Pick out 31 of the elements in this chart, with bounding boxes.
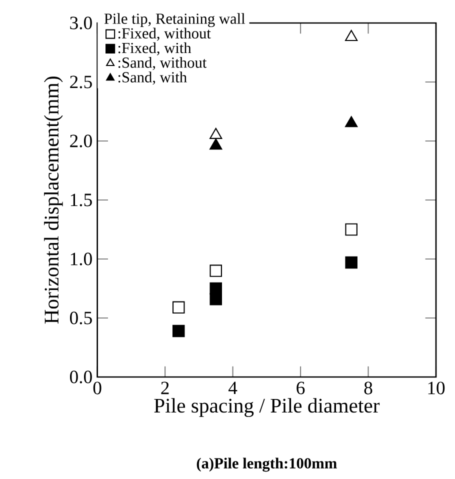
point	[210, 138, 222, 150]
point	[210, 292, 222, 306]
text: (a)Pile length:100mm	[196, 458, 337, 472]
legend-label: :Fixed, without	[118, 28, 211, 41]
point	[345, 30, 358, 42]
point	[210, 264, 222, 277]
y-tick-label: 2.5	[70, 76, 92, 88]
y-tick-label: 2.0	[70, 134, 92, 148]
x-tick-label: 6	[296, 382, 305, 394]
x-axis-title: Pile spacing / Pile diameter	[154, 398, 380, 417]
x-tick-label: 2	[161, 382, 169, 394]
y-tick-label: 0.5	[70, 312, 92, 324]
legend-label: :Fixed, with	[118, 42, 192, 56]
x-tick-label: 0	[93, 382, 102, 394]
y-tick-label: 0.0	[70, 370, 92, 384]
y-tick-label: 1.5	[70, 194, 92, 206]
x-tick-label: 4	[228, 382, 238, 394]
x-tick-label: 8	[364, 382, 372, 394]
point	[210, 128, 222, 139]
point	[172, 324, 185, 338]
legend-title: Pile tip, Retaining wall	[104, 13, 246, 28]
point	[345, 256, 358, 269]
y-tick-label: 3.0	[70, 16, 92, 30]
legend-label: :Sand, with	[118, 72, 187, 85]
x-tick-label: 10	[428, 382, 445, 394]
y-tick-label: 1.0	[70, 252, 92, 266]
y-axis-title: Horizontal displacement(mm)	[44, 76, 63, 324]
point	[345, 223, 358, 236]
point	[172, 301, 185, 314]
legend-label: :Sand, without	[118, 57, 207, 70]
point	[345, 116, 358, 128]
